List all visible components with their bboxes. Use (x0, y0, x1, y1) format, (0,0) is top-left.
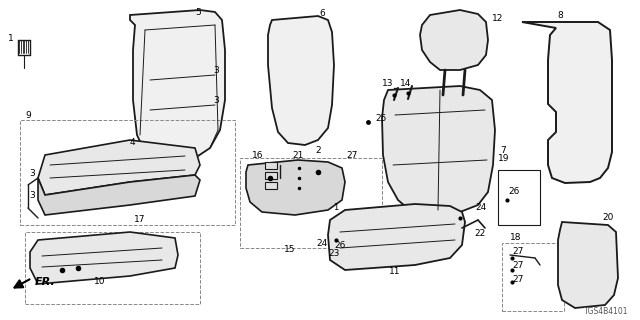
Text: 3: 3 (213, 66, 219, 75)
Text: 1: 1 (333, 204, 339, 212)
Text: 20: 20 (603, 213, 614, 222)
Text: 24: 24 (317, 238, 328, 247)
Polygon shape (382, 86, 495, 215)
Text: 27: 27 (512, 260, 524, 269)
Text: 13: 13 (382, 78, 394, 87)
Bar (20, 120, 235, 225)
Text: 14: 14 (400, 78, 412, 87)
Text: 24: 24 (475, 204, 486, 212)
Text: 10: 10 (94, 277, 106, 286)
Text: 3: 3 (29, 169, 35, 178)
Polygon shape (328, 204, 465, 270)
Polygon shape (30, 232, 178, 284)
Text: 7: 7 (500, 146, 506, 155)
Text: 8: 8 (557, 11, 563, 20)
Text: TGS4B4101: TGS4B4101 (584, 308, 628, 316)
Text: 3: 3 (213, 95, 219, 105)
Text: 15: 15 (284, 245, 296, 254)
Text: 25: 25 (375, 114, 387, 123)
Text: 9: 9 (25, 110, 31, 119)
Text: 22: 22 (474, 228, 486, 237)
Bar (502, 243, 564, 311)
Polygon shape (130, 10, 225, 162)
Polygon shape (265, 162, 277, 169)
Polygon shape (522, 22, 612, 183)
Text: 23: 23 (328, 250, 340, 259)
Text: 3: 3 (29, 190, 35, 199)
Text: 4: 4 (129, 138, 135, 147)
Text: 27: 27 (346, 150, 357, 159)
Bar (498, 170, 540, 225)
Polygon shape (265, 172, 277, 179)
Text: 27: 27 (512, 247, 524, 257)
Text: 27: 27 (512, 276, 524, 284)
Text: 1: 1 (8, 34, 14, 43)
Text: 21: 21 (292, 150, 304, 159)
Text: 5: 5 (195, 7, 201, 17)
Text: 26: 26 (508, 188, 520, 196)
Text: 18: 18 (510, 234, 522, 243)
Polygon shape (268, 16, 334, 145)
Text: FR.: FR. (35, 277, 56, 287)
Text: 19: 19 (498, 154, 509, 163)
Text: 12: 12 (492, 13, 504, 22)
Text: 6: 6 (319, 9, 325, 18)
Text: 17: 17 (134, 215, 146, 225)
Polygon shape (558, 222, 618, 308)
Polygon shape (38, 175, 200, 215)
Polygon shape (38, 140, 200, 195)
Text: 2: 2 (315, 146, 321, 155)
Text: 16: 16 (252, 150, 264, 159)
Polygon shape (420, 10, 488, 70)
Text: 11: 11 (389, 268, 401, 276)
Polygon shape (246, 160, 345, 215)
Bar (240, 158, 382, 248)
Text: 26: 26 (334, 241, 346, 250)
Bar (25, 232, 200, 304)
Polygon shape (265, 182, 277, 189)
